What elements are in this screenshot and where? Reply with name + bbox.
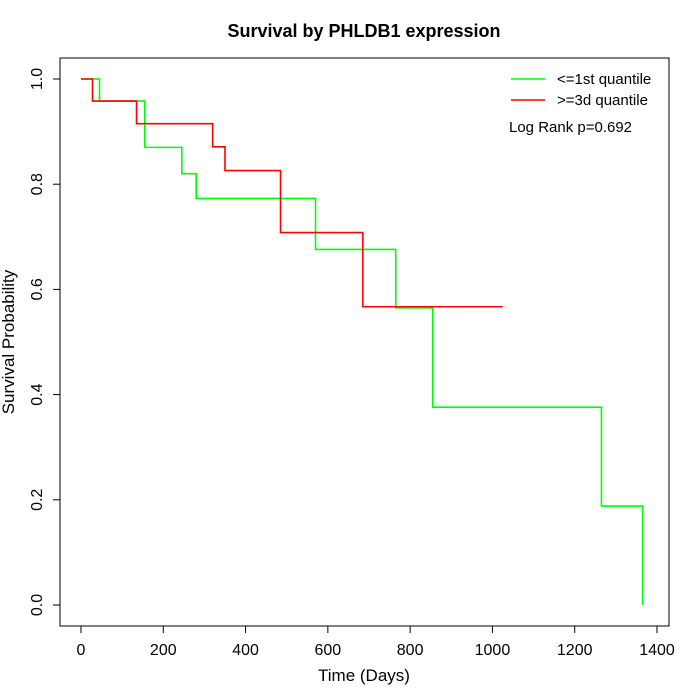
x-axis: 0 200 400 600 800 1000 1200 1400 [77,625,675,659]
x-tick-label: 1200 [557,642,593,659]
legend-label: <=1st quantile [557,71,651,88]
log-rank-annotation: Log Rank p=0.692 [509,119,632,136]
x-tick-label: 600 [315,642,342,659]
survival-curve-series-1 [81,78,644,605]
chart-title: Survival by PHLDB1 expression [227,21,500,41]
x-tick-label: 0 [77,642,86,659]
x-tick-label: 200 [150,642,177,659]
y-tick-label: 0.6 [29,278,46,300]
x-tick-label: 800 [397,642,424,659]
y-tick-label: 0.4 [29,383,46,405]
x-tick-label: 1400 [639,642,675,659]
survival-curve-series-2 [81,78,503,308]
x-axis-label: Time (Days) [318,666,410,685]
y-tick-label: 0.8 [29,173,46,195]
x-tick-label: 400 [232,642,259,659]
y-axis-label: Survival Probability [0,269,18,414]
y-tick-label: 0.2 [29,489,46,511]
plot-frame [59,57,670,627]
legend: <=1st quantile >=3d quantile [511,71,651,109]
legend-label: >=3d quantile [557,92,648,109]
y-tick-label: 0.0 [29,594,46,616]
y-tick-label: 1.0 [29,68,46,90]
x-tick-label: 1000 [475,642,511,659]
survival-curves [81,78,644,605]
y-axis: 0.0 0.2 0.4 0.6 0.8 1.0 [29,68,61,616]
